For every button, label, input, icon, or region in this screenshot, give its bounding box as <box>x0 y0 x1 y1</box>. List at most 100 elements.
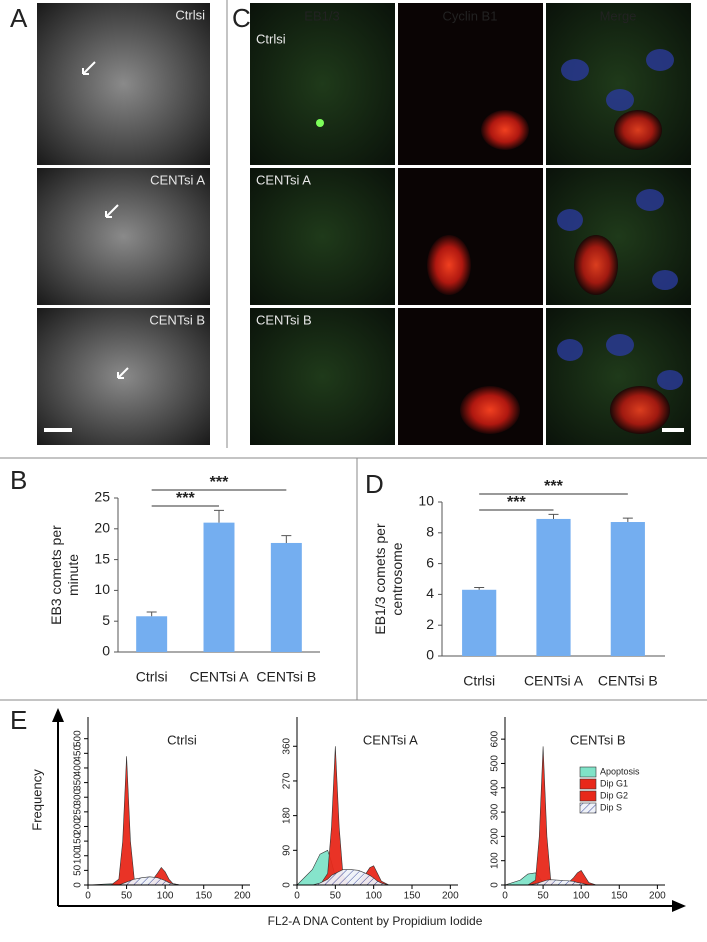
bar <box>462 589 497 656</box>
y-tick-label: 500 <box>73 730 84 747</box>
x-tick-label: 200 <box>442 891 459 902</box>
y-tick-label: 400 <box>73 759 84 776</box>
micrograph-a <box>37 3 210 445</box>
image-label: Ctrlsi <box>175 7 205 22</box>
panel-letter: A <box>10 3 28 33</box>
x-tick-label: 100 <box>157 891 174 902</box>
x-tick-label: 50 <box>330 891 342 902</box>
y-tick-label: 300 <box>73 788 84 805</box>
legend-label: Apoptosis <box>600 766 640 776</box>
x-tick-label: 200 <box>649 891 666 902</box>
bar <box>270 542 302 652</box>
significance-label: *** <box>544 478 563 495</box>
panel-letter: D <box>365 469 384 499</box>
bar <box>203 522 235 652</box>
y-tick-label: 0 <box>282 882 293 888</box>
y-tick-label: 4 <box>426 585 434 601</box>
error-bar <box>548 513 559 519</box>
legend-swatch <box>579 766 597 778</box>
y-tick-label: 5 <box>102 612 110 628</box>
column-title: EB1/3 <box>304 8 339 23</box>
y-tick-label: 20 <box>94 520 110 536</box>
legend-swatch <box>579 778 597 790</box>
arrow-head <box>52 708 64 722</box>
x-tick-label: 150 <box>404 891 421 902</box>
significance-label: *** <box>210 474 229 491</box>
error-bar <box>622 517 633 523</box>
x-tick-label: Ctrlsi <box>463 673 495 689</box>
legend-label: Dip G2 <box>600 790 628 800</box>
legend-label: Dip S <box>600 802 622 812</box>
panel-letter: E <box>10 705 27 735</box>
image-label: CENTsi A <box>150 172 205 187</box>
image-label: CENTsi B <box>149 312 205 327</box>
x-tick-label: 200 <box>234 891 251 902</box>
arrow-head <box>672 900 686 912</box>
x-tick-label: 50 <box>121 891 133 902</box>
bar <box>536 518 571 656</box>
y-tick-label: 600 <box>490 730 501 747</box>
error-bar <box>281 535 292 543</box>
y-tick-label: 2 <box>426 616 434 632</box>
error-bar <box>146 611 157 617</box>
x-tick-label: 100 <box>573 891 590 902</box>
error-bar <box>214 509 224 523</box>
y-axis-label: centrosome <box>389 542 405 615</box>
y-tick-label: 8 <box>426 524 434 540</box>
y-axis-label: EB3 comets per <box>48 525 64 625</box>
y-tick-label: 10 <box>94 581 110 597</box>
x-tick-label: 0 <box>502 891 508 902</box>
y-tick-label: 90 <box>282 844 293 856</box>
y-tick-label: 200 <box>490 828 501 845</box>
row-label: Ctrlsi <box>256 31 286 46</box>
y-tick-label: 0 <box>426 647 434 663</box>
column-title: Merge <box>600 8 637 23</box>
y-tick-label: 0 <box>73 882 84 888</box>
y-tick-label: 10 <box>418 493 434 509</box>
x-axis-label: FL2-A DNA Content by Propidium Iodide <box>268 914 483 928</box>
y-tick-label: 100 <box>73 847 84 864</box>
y-tick-label: 150 <box>73 832 84 849</box>
row-label: CENTsi A <box>256 172 311 187</box>
y-tick-label: 0 <box>102 643 110 659</box>
y-tick-label: 450 <box>73 745 84 762</box>
panel-letter: C <box>232 3 251 33</box>
x-tick-label: 0 <box>294 891 300 902</box>
y-axis-label: Frequency <box>29 769 44 831</box>
chart-title: Ctrlsi <box>167 732 197 747</box>
y-tick-label: 360 <box>282 737 293 754</box>
y-axis-label: minute <box>65 554 81 596</box>
y-tick-label: 180 <box>282 807 293 824</box>
x-tick-label: CENTsi A <box>189 669 249 685</box>
column-title: Cyclin B1 <box>443 8 498 23</box>
x-tick-label: CENTsi A <box>524 673 584 689</box>
legend-swatch <box>579 802 597 814</box>
y-tick-label: 15 <box>94 550 110 566</box>
row-label: CENTsi B <box>256 312 312 327</box>
legend-label: Dip G1 <box>600 778 628 788</box>
y-tick-label: 100 <box>490 852 501 869</box>
y-tick-label: 25 <box>94 489 110 505</box>
x-tick-label: 0 <box>85 891 91 902</box>
y-tick-label: 300 <box>490 803 501 820</box>
chart-title: CENTsi B <box>570 732 626 747</box>
x-tick-label: CENTsi B <box>598 673 658 689</box>
micrograph-c <box>250 3 691 445</box>
error-bar <box>474 586 485 590</box>
panel-letter: B <box>10 465 27 495</box>
y-tick-label: 200 <box>73 818 84 835</box>
x-tick-label: CENTsi B <box>256 669 316 685</box>
x-tick-label: 150 <box>195 891 212 902</box>
x-tick-label: 150 <box>611 891 628 902</box>
x-tick-label: 100 <box>365 891 382 902</box>
y-tick-label: 270 <box>282 772 293 789</box>
histogram-area <box>88 756 243 886</box>
significance-label: *** <box>507 494 526 511</box>
x-tick-label: 50 <box>538 891 550 902</box>
y-axis-label: EB1/3 comets per <box>372 523 388 635</box>
chart-title: CENTsi A <box>363 732 418 747</box>
y-tick-label: 500 <box>490 755 501 772</box>
y-tick-label: 0 <box>490 882 501 888</box>
bar <box>136 616 168 652</box>
